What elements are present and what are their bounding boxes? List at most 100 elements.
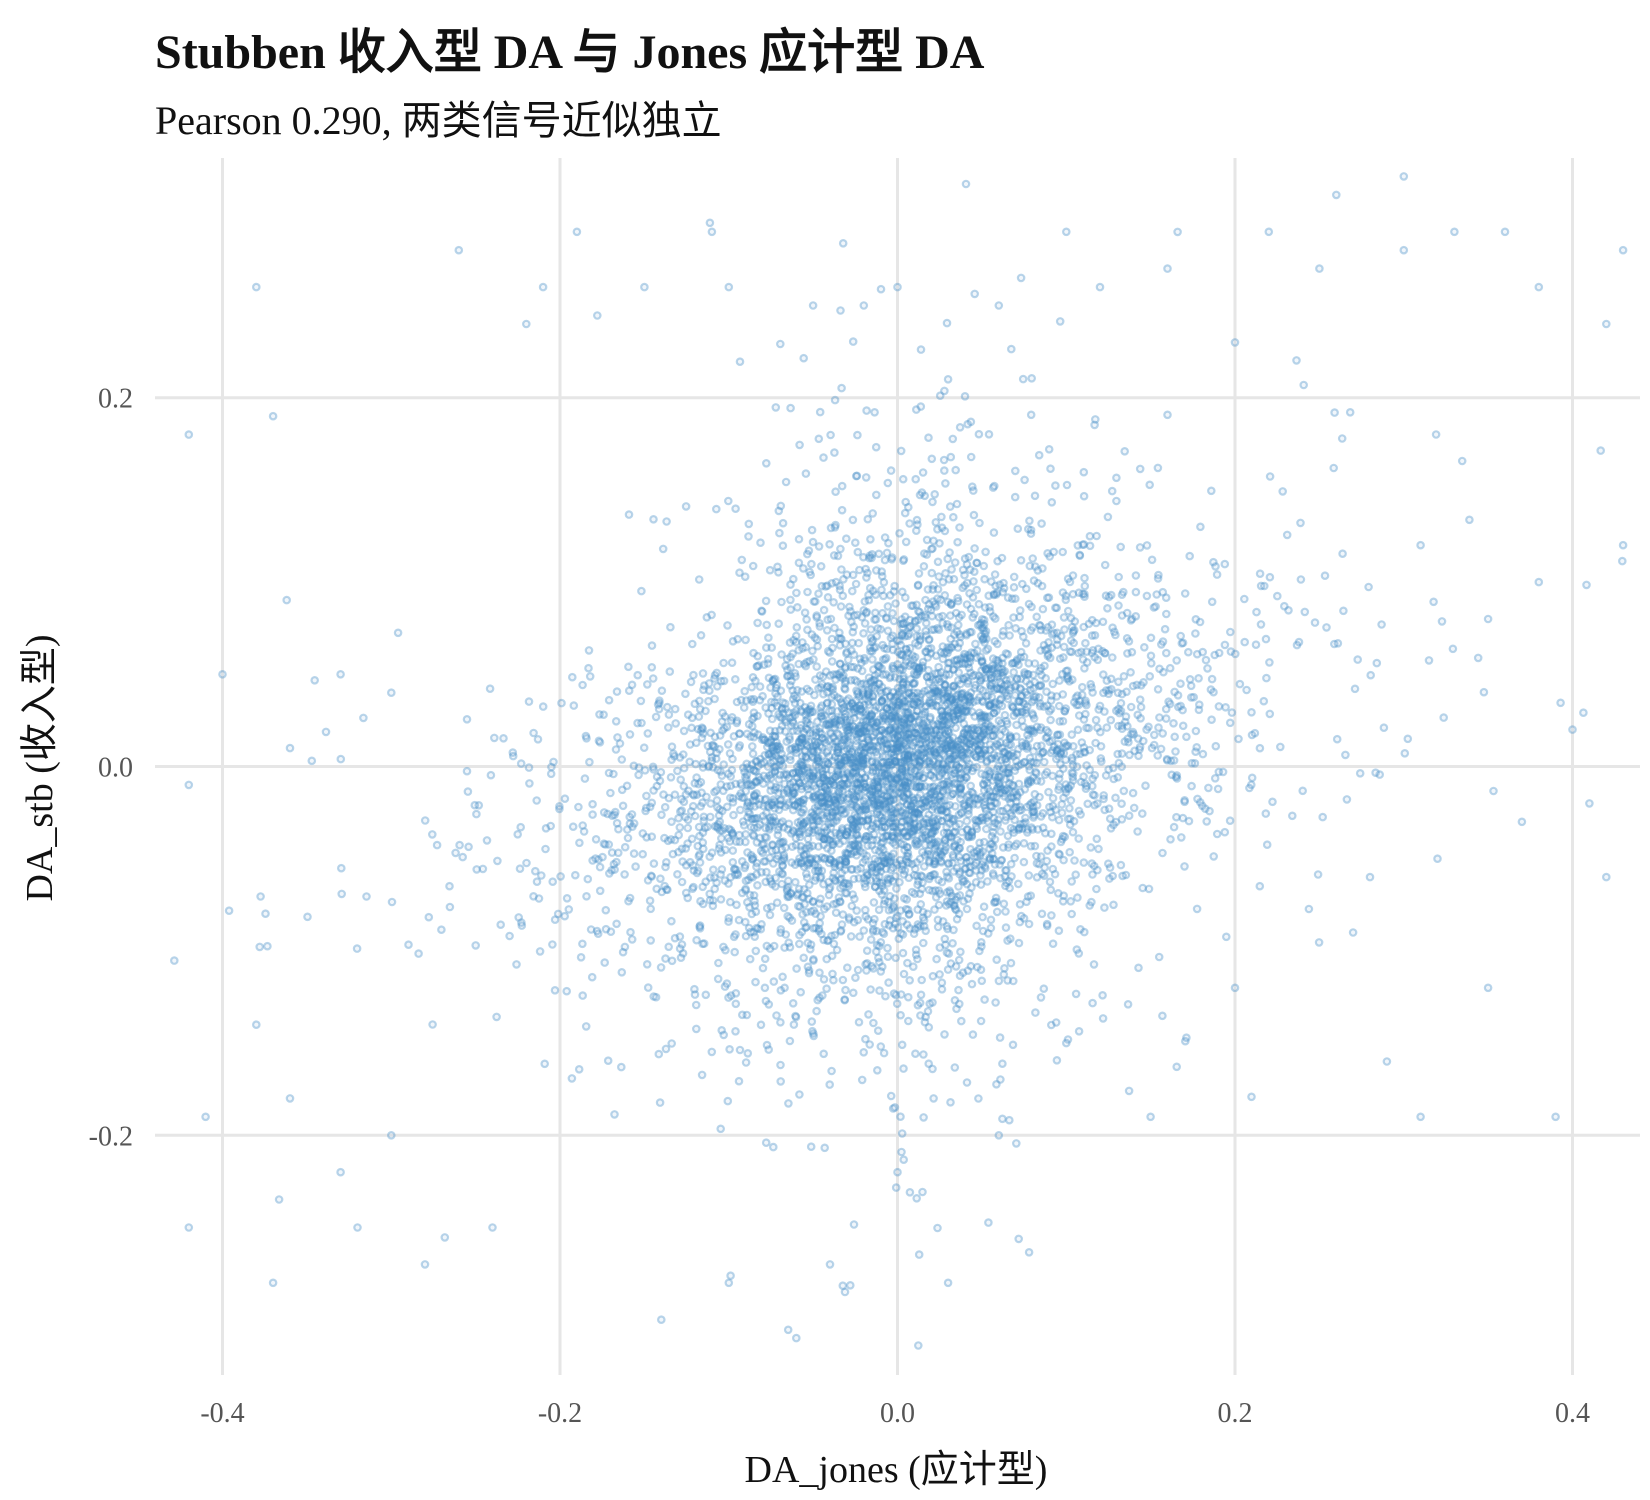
scatter-point xyxy=(995,860,1004,869)
scatter-point xyxy=(857,758,867,768)
scatter-point xyxy=(736,779,746,788)
scatter-point xyxy=(852,703,861,712)
scatter-point xyxy=(606,788,615,798)
scatter-point xyxy=(1067,647,1076,657)
scatter-point xyxy=(688,801,698,811)
scatter-point xyxy=(993,775,1002,785)
scatter-point xyxy=(601,924,611,934)
scatter-point xyxy=(767,798,777,808)
scatter-point xyxy=(864,712,874,721)
scatter-point xyxy=(1457,456,1467,466)
scatter-point xyxy=(1196,522,1205,532)
scatter-point xyxy=(1375,770,1385,779)
scatter-point xyxy=(1262,840,1272,850)
scatter-point xyxy=(996,668,1006,678)
scatter-point xyxy=(896,640,906,650)
scatter-point xyxy=(808,301,818,310)
scatter-point xyxy=(995,1033,1005,1042)
scatter-point xyxy=(939,649,949,658)
scatter-point xyxy=(945,696,955,706)
scatter-point xyxy=(769,749,779,758)
scatter-point xyxy=(656,963,666,972)
scatter-point xyxy=(1315,264,1324,273)
scatter-point xyxy=(617,967,627,977)
scatter-point xyxy=(901,537,911,547)
scatter-point xyxy=(701,990,711,1000)
scatter-point xyxy=(857,666,867,676)
scatter-point xyxy=(1131,587,1141,597)
scatter-point xyxy=(404,940,413,950)
scatter-point xyxy=(697,1070,707,1080)
scatter-point xyxy=(957,827,967,837)
scatter-point xyxy=(1101,771,1111,780)
scatter-point xyxy=(678,948,688,958)
scatter-point xyxy=(992,1080,1001,1089)
scatter-point xyxy=(1171,772,1181,782)
scatter-point xyxy=(666,772,676,782)
scatter-point xyxy=(872,631,882,641)
scatter-point xyxy=(941,901,951,910)
scatter-point xyxy=(1014,823,1024,833)
scatter-point xyxy=(1092,884,1101,894)
scatter-point xyxy=(999,583,1009,593)
scatter-point xyxy=(1195,700,1204,710)
scatter-point xyxy=(924,748,933,757)
scatter-point xyxy=(838,239,848,248)
scatter-point xyxy=(698,838,708,847)
scatter-point xyxy=(797,761,807,771)
scatter-point xyxy=(1016,653,1025,662)
scatter-point xyxy=(905,975,915,985)
scatter-point xyxy=(1063,1035,1073,1044)
scatter-point xyxy=(823,835,833,844)
scatter-point xyxy=(996,827,1005,836)
scatter-point xyxy=(1047,620,1057,630)
scatter-point xyxy=(847,586,857,596)
scatter-point xyxy=(742,759,752,769)
scatter-point xyxy=(649,992,659,1001)
scatter-point xyxy=(836,602,846,611)
scatter-point xyxy=(603,809,612,819)
scatter-point xyxy=(928,597,938,606)
scatter-point xyxy=(1088,870,1097,879)
scatter-point xyxy=(813,866,823,876)
scatter-point xyxy=(987,692,997,702)
scatter-point xyxy=(472,865,482,874)
scatter-point xyxy=(838,673,848,683)
scatter-point xyxy=(775,796,785,805)
scatter-point xyxy=(1073,541,1083,550)
scatter-point xyxy=(812,1006,821,1016)
scatter-point xyxy=(928,998,937,1007)
scatter-point xyxy=(930,826,940,836)
scatter-point xyxy=(804,780,814,789)
scatter-point xyxy=(890,581,899,591)
scatter-point xyxy=(1027,757,1036,767)
scatter-point xyxy=(919,734,928,744)
scatter-point xyxy=(991,998,1000,1007)
scatter-point xyxy=(783,892,793,902)
scatter-point xyxy=(773,830,783,840)
scatter-point xyxy=(1061,755,1070,765)
scatter-point xyxy=(874,872,884,881)
scatter-point xyxy=(901,904,911,914)
scatter-point xyxy=(819,840,829,850)
scatter-point xyxy=(847,747,857,757)
scatter-point xyxy=(966,668,975,678)
scatter-point xyxy=(386,688,396,698)
scatter-point xyxy=(952,655,962,664)
scatter-point xyxy=(256,892,265,901)
scatter-point xyxy=(992,955,1002,965)
scatter-point xyxy=(966,961,976,971)
scatter-point xyxy=(788,686,797,695)
scatter-point xyxy=(911,737,921,747)
scatter-point xyxy=(830,742,840,752)
scatter-point xyxy=(694,712,704,721)
scatter-point xyxy=(942,887,952,897)
scatter-point xyxy=(750,814,759,823)
scatter-point xyxy=(749,891,759,900)
points-layer xyxy=(170,172,1628,1350)
scatter-point xyxy=(911,638,920,648)
scatter-point xyxy=(788,694,798,704)
scatter-point xyxy=(995,677,1005,687)
scatter-point xyxy=(869,799,879,808)
scatter-point xyxy=(750,932,760,942)
